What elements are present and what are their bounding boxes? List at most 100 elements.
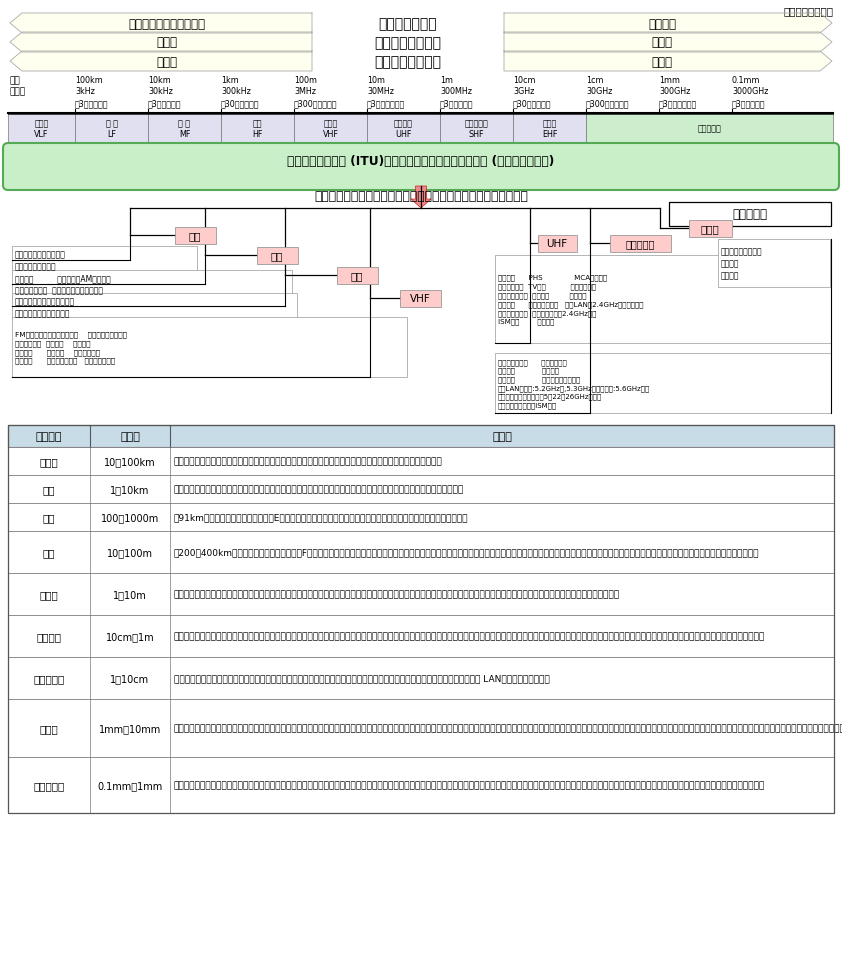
Text: 超短波: 超短波: [40, 589, 58, 599]
Text: 国際分配に基づく国内分配の決定（総務省・周波数割当計画等）: 国際分配に基づく国内分配の決定（総務省・周波数割当計画等）: [314, 190, 528, 203]
Text: 中波: 中波: [43, 513, 56, 522]
Text: 難しい: 難しい: [652, 55, 673, 69]
Text: 中波: 中波: [271, 251, 283, 261]
Bar: [12, 271, 292, 298]
Text: 波長
周波数: 波長 周波数: [10, 76, 26, 96]
Text: 极超短波: 极超短波: [36, 631, 61, 641]
Text: 1km
300kHz
（30万ヘルツ）: 1km 300kHz （30万ヘルツ）: [221, 76, 259, 108]
Text: 0.1mm
3000GHz
（3兆ヘルツ）: 0.1mm 3000GHz （3兆ヘルツ）: [732, 76, 769, 108]
Text: ミリ波: ミリ波: [701, 224, 719, 233]
Text: 特　徴: 特 徴: [492, 432, 512, 441]
Text: 電波の伝わり方: 電波の伝わり方: [379, 17, 437, 30]
Polygon shape: [504, 14, 832, 34]
Text: VHF: VHF: [409, 294, 430, 304]
Bar: [8, 426, 834, 813]
Text: 直進する: 直進する: [648, 17, 676, 30]
Bar: [12, 247, 197, 274]
Text: 1mm
300GHz
（3千億ヘルツ）: 1mm 300GHz （3千億ヘルツ）: [659, 76, 697, 108]
Text: 超長波
VLF: 超長波 VLF: [35, 119, 49, 139]
Text: 伝送できる情報量: 伝送できる情報量: [375, 36, 441, 50]
Text: 超長波: 超長波: [40, 456, 58, 467]
Bar: [75, 113, 148, 144]
Polygon shape: [504, 52, 832, 71]
Text: マイクロ波中継      放送番組中継
衛星通信            衛星放送
レーダー            電波天文・宇宙研究
無線LAN（屋内:5.2G: マイクロ波中継 放送番組中継 衛星通信 衛星放送 レーダー 電波天文・宇宙研究 …: [498, 358, 650, 409]
Text: 1～10m: 1～10m: [113, 589, 147, 599]
Text: 主な利用例: 主な利用例: [733, 209, 768, 221]
Text: 超短波
VHF: 超短波 VHF: [322, 119, 338, 139]
Text: 10～100km: 10～100km: [104, 456, 156, 467]
Text: 船舶・航空機用ビーコン
標準電波　電子タグ: 船舶・航空機用ビーコン 標準電波 電子タグ: [15, 250, 66, 271]
Polygon shape: [10, 14, 312, 34]
Bar: [440, 113, 513, 144]
FancyBboxPatch shape: [337, 267, 377, 284]
Text: マイクロ波と同様に強い直進性があり、非常に大きな情報量を伝送することができるが、悪天候時には雨や霧による影響を強く受けてあまり遠くへ伝わることができない。このた: マイクロ波と同様に強い直進性があり、非常に大きな情報量を伝送することができるが、…: [174, 723, 842, 733]
FancyArrow shape: [411, 187, 431, 209]
Bar: [8, 476, 834, 503]
Text: 1mm～10mm: 1mm～10mm: [99, 723, 161, 733]
Text: 100km
3kHz
（3千ヘルツ）: 100km 3kHz （3千ヘルツ）: [75, 76, 109, 108]
Bar: [8, 574, 834, 616]
Text: 船舶・航空機無線　短波放送
アマチュア無線　電子タグ: 船舶・航空機無線 短波放送 アマチュア無線 電子タグ: [15, 296, 75, 317]
Bar: [294, 113, 367, 144]
Text: 組91kmの高度に形成される電離層のE層に反射して伝わることができる。主にラジオ放送用として利用されている。: 組91kmの高度に形成される電離層のE層に反射して伝わることができる。主にラジオ…: [174, 513, 468, 522]
Text: 10km
30kHz
（3万ヘルツ）: 10km 30kHz （3万ヘルツ）: [148, 76, 182, 108]
Text: 大きい: 大きい: [652, 36, 673, 50]
Text: UHF: UHF: [546, 239, 568, 249]
Bar: [718, 240, 830, 288]
Bar: [586, 113, 833, 144]
Bar: [513, 113, 586, 144]
Text: 小さい: 小さい: [157, 36, 178, 50]
Text: 降雨で弱められる: 降雨で弱められる: [783, 6, 833, 16]
Bar: [367, 113, 440, 144]
Text: 1～10cm: 1～10cm: [110, 673, 150, 683]
Text: 波　長: 波 長: [120, 432, 140, 441]
Bar: [148, 113, 221, 144]
Text: 10～100m: 10～100m: [107, 547, 153, 558]
Bar: [221, 113, 294, 144]
Bar: [8, 532, 834, 574]
Bar: [8, 658, 834, 700]
Text: サブミリ波: サブミリ波: [698, 125, 722, 133]
Bar: [8, 503, 834, 532]
Text: 直進性が強い性質を持つため、特定の方向に向けて発射するのに適している。主に固定の中継回線、衛星通信、衛星放送や無線 LANに利用されている。: 直進性が強い性質を持つため、特定の方向に向けて発射するのに適している。主に固定の…: [174, 674, 550, 682]
FancyBboxPatch shape: [610, 235, 670, 253]
Text: 1～10km: 1～10km: [110, 484, 150, 495]
FancyBboxPatch shape: [537, 235, 577, 253]
FancyBboxPatch shape: [174, 227, 216, 244]
Text: マイクロ波: マイクロ波: [34, 673, 65, 683]
Text: 電波天文　衛星通信
簡易無線
レーダー: 電波天文 衛星通信 簡易無線 レーダー: [721, 248, 763, 280]
Text: 約200～400kmの高度に形成される電離層のF層に反射して、地表との反射を繰り返しながら地球の裏側まで伝わっていくことができる。遠洋の船舶通信、国際線航空機用: 約200～400kmの高度に形成される電離層のF層に反射して、地表との反射を繰り…: [174, 548, 759, 557]
Text: 0.1mm～1mm: 0.1mm～1mm: [98, 781, 163, 790]
Bar: [495, 255, 831, 344]
Text: 利用技術の難易度: 利用技術の難易度: [375, 55, 441, 69]
Text: 直進性があり、電離層で反射しにくい性質もあるが、山や建物の陰にもある程度回り込んで伝わることができる。防災無線や消防無線など多種多様な移動通信に幅広く利用されて: 直進性があり、電離層で反射しにくい性質もあるが、山や建物の陰にもある程度回り込ん…: [174, 590, 620, 598]
Text: 短波: 短波: [43, 547, 56, 558]
Text: 長波: 長波: [43, 484, 56, 495]
Text: 10cm
3GHz
（30億ヘルツ）: 10cm 3GHz （30億ヘルツ）: [513, 76, 552, 108]
Text: 長波: 長波: [189, 231, 201, 241]
Text: FM放送（コミュニティ放送）    マルチメディア放送
防災行政無線  消防無線    列車無線
警察無線      簡易無線    航空管制通信
鑑識呼出  : FM放送（コミュニティ放送） マルチメディア放送 防災行政無線 消防無線 列車無…: [15, 332, 127, 364]
Text: 短波: 短波: [351, 271, 363, 281]
Text: 中 波
MF: 中 波 MF: [179, 119, 190, 139]
Bar: [8, 426, 834, 448]
Bar: [12, 317, 407, 377]
Text: 10cm～1m: 10cm～1m: [106, 631, 154, 641]
Text: 携帯電話      PHS              MCAシステム
タクシー無線  TV放送           防災行政無線
移動体衛星通信  警察無線  : 携帯電話 PHS MCAシステム タクシー無線 TV放送 防災行政無線 移動体衛…: [498, 274, 643, 325]
Bar: [8, 448, 834, 476]
Text: 周波数帯: 周波数帯: [35, 432, 62, 441]
Text: 100～1000m: 100～1000m: [101, 513, 159, 522]
Text: 超短波に比べて直進性が更に強くなるが、多少の山や建物の陰には回り込んで伝わることもできる。携帯電話を初めとした多種多様な移動通信システムを中心に、デジタルテレビ: 超短波に比べて直進性が更に強くなるが、多少の山や建物の陰には回り込んで伝わること…: [174, 632, 765, 640]
Text: マイクロ波: マイクロ波: [626, 239, 655, 249]
Text: 短波
HF: 短波 HF: [253, 119, 263, 139]
FancyBboxPatch shape: [669, 203, 831, 227]
Bar: [8, 758, 834, 813]
Text: ミリ波
EHF: ミリ波 EHF: [541, 119, 557, 139]
Bar: [8, 700, 834, 758]
Text: マイクロ波
SHF: マイクロ波 SHF: [465, 119, 488, 139]
Text: ミリ波: ミリ波: [40, 723, 58, 733]
Polygon shape: [10, 33, 312, 53]
FancyBboxPatch shape: [257, 247, 297, 264]
Bar: [12, 294, 297, 320]
Polygon shape: [10, 52, 312, 71]
Text: 极超短波
UHF: 极超短波 UHF: [394, 119, 413, 139]
